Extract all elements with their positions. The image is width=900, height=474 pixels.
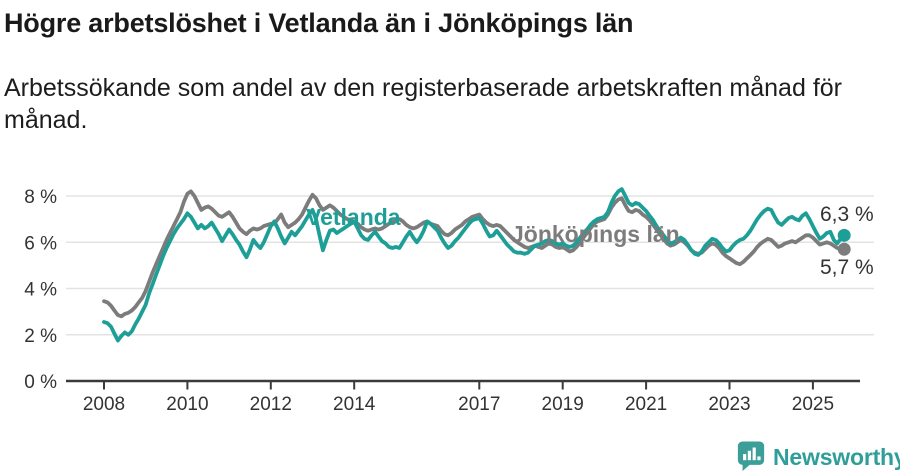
svg-text:2017: 2017 <box>458 394 500 415</box>
svg-text:6 %: 6 % <box>24 233 57 254</box>
series-label-vetlanda: Vetlanda <box>306 204 401 230</box>
end-value-label-jonkopings-lan: 5,7 % <box>820 256 874 279</box>
svg-text:2019: 2019 <box>542 394 584 415</box>
end-value-label-vetlanda: 6,3 % <box>820 203 874 226</box>
newsworthy-logo: Newsworthy <box>736 439 900 474</box>
svg-text:2025: 2025 <box>792 394 834 415</box>
chart-subtitle: Arbetssökande som andel av den registerb… <box>4 72 842 136</box>
svg-text:2014: 2014 <box>333 394 376 415</box>
svg-text:2 %: 2 % <box>24 326 57 347</box>
newsworthy-logo-icon <box>736 439 766 474</box>
svg-text:2021: 2021 <box>625 394 667 415</box>
newsworthy-logo-text: Newsworthy <box>773 444 900 470</box>
svg-text:2008: 2008 <box>83 394 125 415</box>
svg-text:2012: 2012 <box>250 394 292 415</box>
svg-text:2010: 2010 <box>166 394 208 415</box>
subtitle-line-2: månad. <box>4 106 88 134</box>
svg-text:2023: 2023 <box>708 394 750 415</box>
svg-text:0 %: 0 % <box>24 372 57 393</box>
svg-text:8 %: 8 % <box>24 187 57 208</box>
svg-text:4 %: 4 % <box>24 280 57 301</box>
series-label-jonkopings-lan: Jönköpings län <box>511 221 680 247</box>
chart-title: Högre arbetslöshet i Vetlanda än i Jönkö… <box>4 8 634 38</box>
subtitle-line-1: Arbetssökande som andel av den registerb… <box>4 74 842 102</box>
